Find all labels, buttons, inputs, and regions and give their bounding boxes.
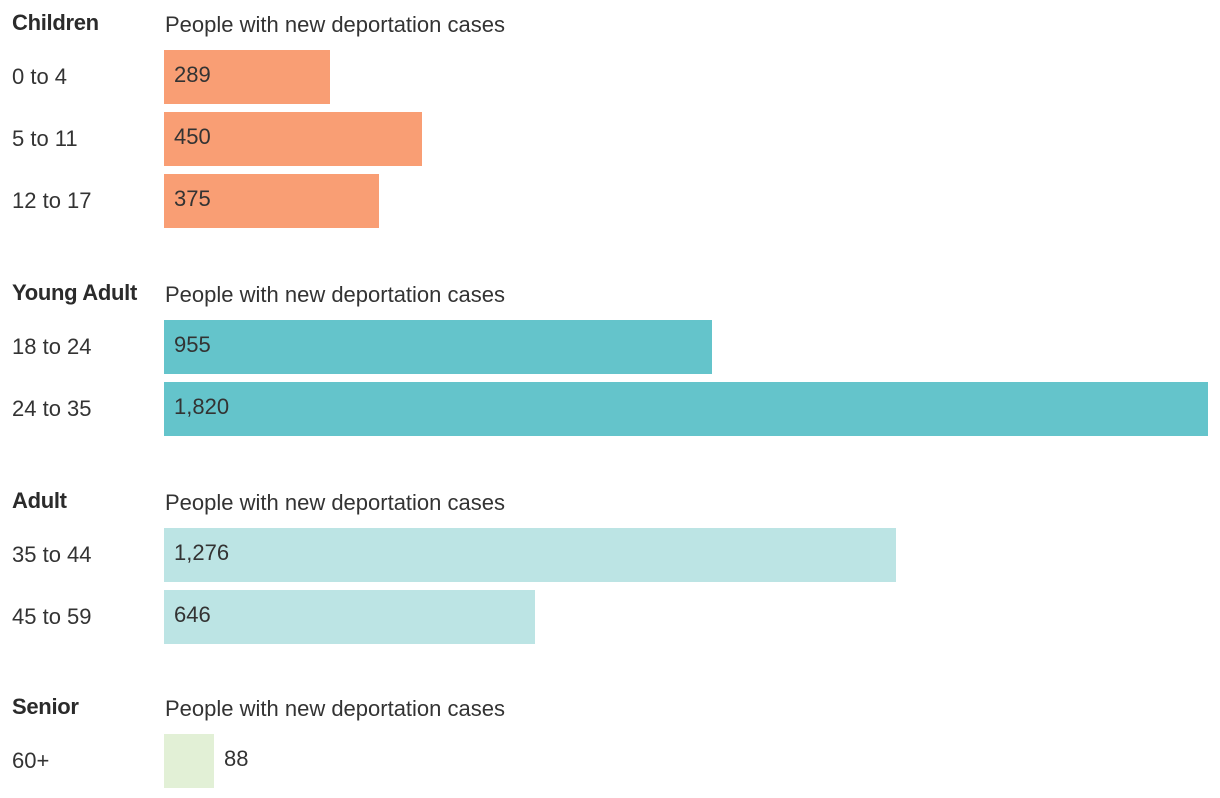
value-label: 450 bbox=[174, 124, 211, 149]
group-subtitle: People with new deportation cases bbox=[165, 282, 505, 307]
group-adult: Adult People with new deportation cases 35… bbox=[0, 488, 1220, 652]
bar-row: 5 to 11 450 bbox=[0, 112, 1220, 166]
bar bbox=[164, 528, 896, 582]
bar-row: 0 to 4 289 bbox=[0, 50, 1220, 104]
bar bbox=[164, 112, 422, 166]
group-title: Young Adult bbox=[12, 280, 137, 305]
category-label: 0 to 4 bbox=[12, 64, 68, 89]
value-label: 646 bbox=[174, 602, 211, 627]
group-children: Children People with new deportation case… bbox=[0, 10, 1220, 236]
group-title: Adult bbox=[12, 488, 67, 513]
bar bbox=[164, 320, 712, 374]
value-label: 1,276 bbox=[174, 540, 230, 565]
bar-row: 12 to 17 375 bbox=[0, 174, 1220, 228]
bar-row: 45 to 59 646 bbox=[0, 590, 1220, 644]
category-label: 24 to 35 bbox=[12, 396, 92, 421]
group-subtitle: People with new deportation cases bbox=[165, 12, 505, 37]
value-label: 88 bbox=[224, 746, 249, 771]
value-label: 1,820 bbox=[174, 394, 230, 419]
bar-row: 35 to 44 1,276 bbox=[0, 528, 1220, 582]
group-young-adult: Young Adult People with new deportation c… bbox=[0, 280, 1220, 444]
group-title: Children bbox=[12, 10, 99, 35]
group-subtitle: People with new deportation cases bbox=[165, 490, 505, 515]
bar bbox=[164, 50, 330, 104]
value-label: 375 bbox=[174, 186, 211, 211]
group-title: Senior bbox=[12, 694, 79, 719]
bar-row: 60+ 88 bbox=[0, 734, 1220, 788]
category-label: 45 to 59 bbox=[12, 604, 92, 629]
bar-row: 24 to 35 1,820 bbox=[0, 382, 1220, 436]
bar bbox=[164, 382, 1208, 436]
value-label: 289 bbox=[174, 62, 211, 87]
category-label: 12 to 17 bbox=[12, 188, 92, 213]
bar bbox=[164, 734, 214, 788]
group-subtitle: People with new deportation cases bbox=[165, 696, 505, 721]
bar bbox=[164, 590, 535, 644]
category-label: 5 to 11 bbox=[12, 126, 78, 151]
bar-row: 18 to 24 955 bbox=[0, 320, 1220, 374]
group-senior: Senior People with new deportation cases 6… bbox=[0, 694, 1220, 796]
category-label: 35 to 44 bbox=[12, 542, 92, 567]
category-label: 60+ bbox=[12, 748, 50, 773]
bar bbox=[164, 174, 379, 228]
value-label: 955 bbox=[174, 332, 211, 357]
category-label: 18 to 24 bbox=[12, 334, 92, 359]
